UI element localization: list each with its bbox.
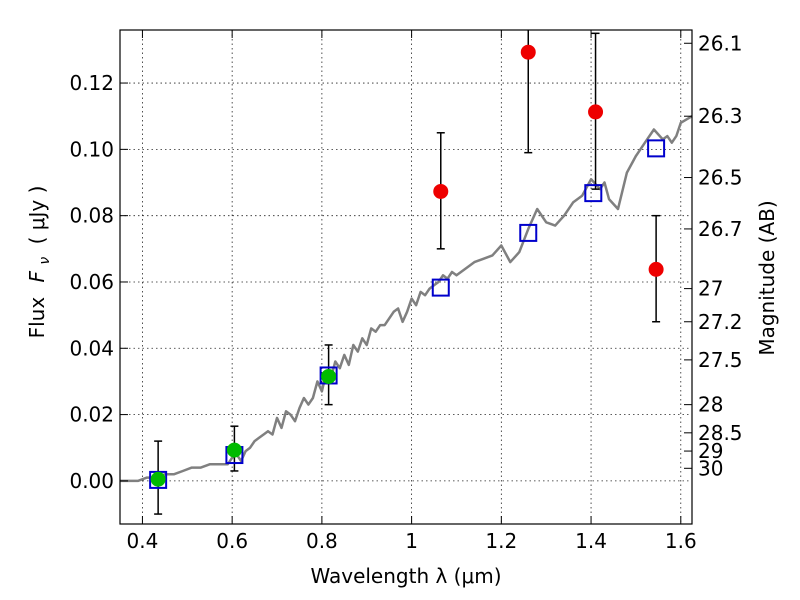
observed-nir-point: [648, 261, 664, 277]
y-axis-label-prefix: Flux: [25, 297, 49, 339]
axis-ticks: 0.4 0.6 0.8 1 1.2 1.4 1.6 0.00 0.02 0.04 0.06 0.08 0…: [69, 30, 743, 553]
y-axis-label-unit: ( μJy ): [25, 186, 49, 245]
observed-optical-point: [150, 471, 166, 487]
observed-nir-point: [588, 104, 604, 120]
y-tick-label: 0.08: [69, 204, 114, 228]
x-tick-label: 0.6: [216, 529, 248, 553]
x-tick-label: 0.4: [127, 529, 159, 553]
x-tick-label: 1.2: [485, 529, 517, 553]
y-axis-label-sub: ν: [37, 257, 53, 265]
y-tick-label: 0.00: [69, 469, 114, 493]
x-tick-label: 1.6: [665, 529, 697, 553]
plot-area: [120, 30, 693, 515]
x-tick-label: 0.8: [306, 529, 338, 553]
y2-axis-label: Magnitude (AB): [755, 200, 779, 355]
y2-tick-label: 26.3: [698, 104, 743, 128]
model-photometry-point: [647, 139, 666, 158]
x-tick-label: 1.4: [575, 529, 607, 553]
model-photometry-point: [584, 184, 603, 203]
y2-tick-label: 30: [698, 456, 723, 480]
grid: [120, 30, 692, 524]
y2-tick-label: 27.2: [698, 310, 743, 334]
observed-nir-point: [433, 183, 449, 199]
y-axis-label: Flux F ν ( μJy ): [25, 186, 54, 339]
y2-tick-label: 27: [698, 277, 723, 301]
y-tick-label: 0.06: [69, 270, 114, 294]
x-axis-label: Wavelength λ (μm): [310, 564, 501, 588]
y-axis-label-var: F: [25, 270, 49, 282]
observed-optical-point: [321, 368, 337, 384]
model-photometry-point: [431, 278, 450, 297]
y-tick-label: 0.10: [69, 137, 114, 161]
observed-optical-point: [226, 442, 242, 458]
x-tick-label: 1: [405, 529, 418, 553]
y2-tick-label: 29: [698, 439, 723, 463]
y2-tick-label: 26.1: [698, 31, 743, 55]
y2-tick-label: 27.5: [698, 348, 743, 372]
model-photometry-point: [519, 223, 538, 242]
y2-tick-label: 28.5: [698, 421, 743, 445]
observed-nir-point: [520, 44, 536, 60]
y2-tick-label: 28: [698, 393, 723, 417]
y-tick-label: 0.12: [69, 71, 114, 95]
y-tick-label: 0.02: [69, 403, 114, 427]
y2-tick-label: 26.7: [698, 217, 743, 241]
plot-frame: [119, 29, 693, 525]
y-tick-label: 0.04: [69, 336, 114, 360]
y2-tick-label: 26.5: [698, 166, 743, 190]
